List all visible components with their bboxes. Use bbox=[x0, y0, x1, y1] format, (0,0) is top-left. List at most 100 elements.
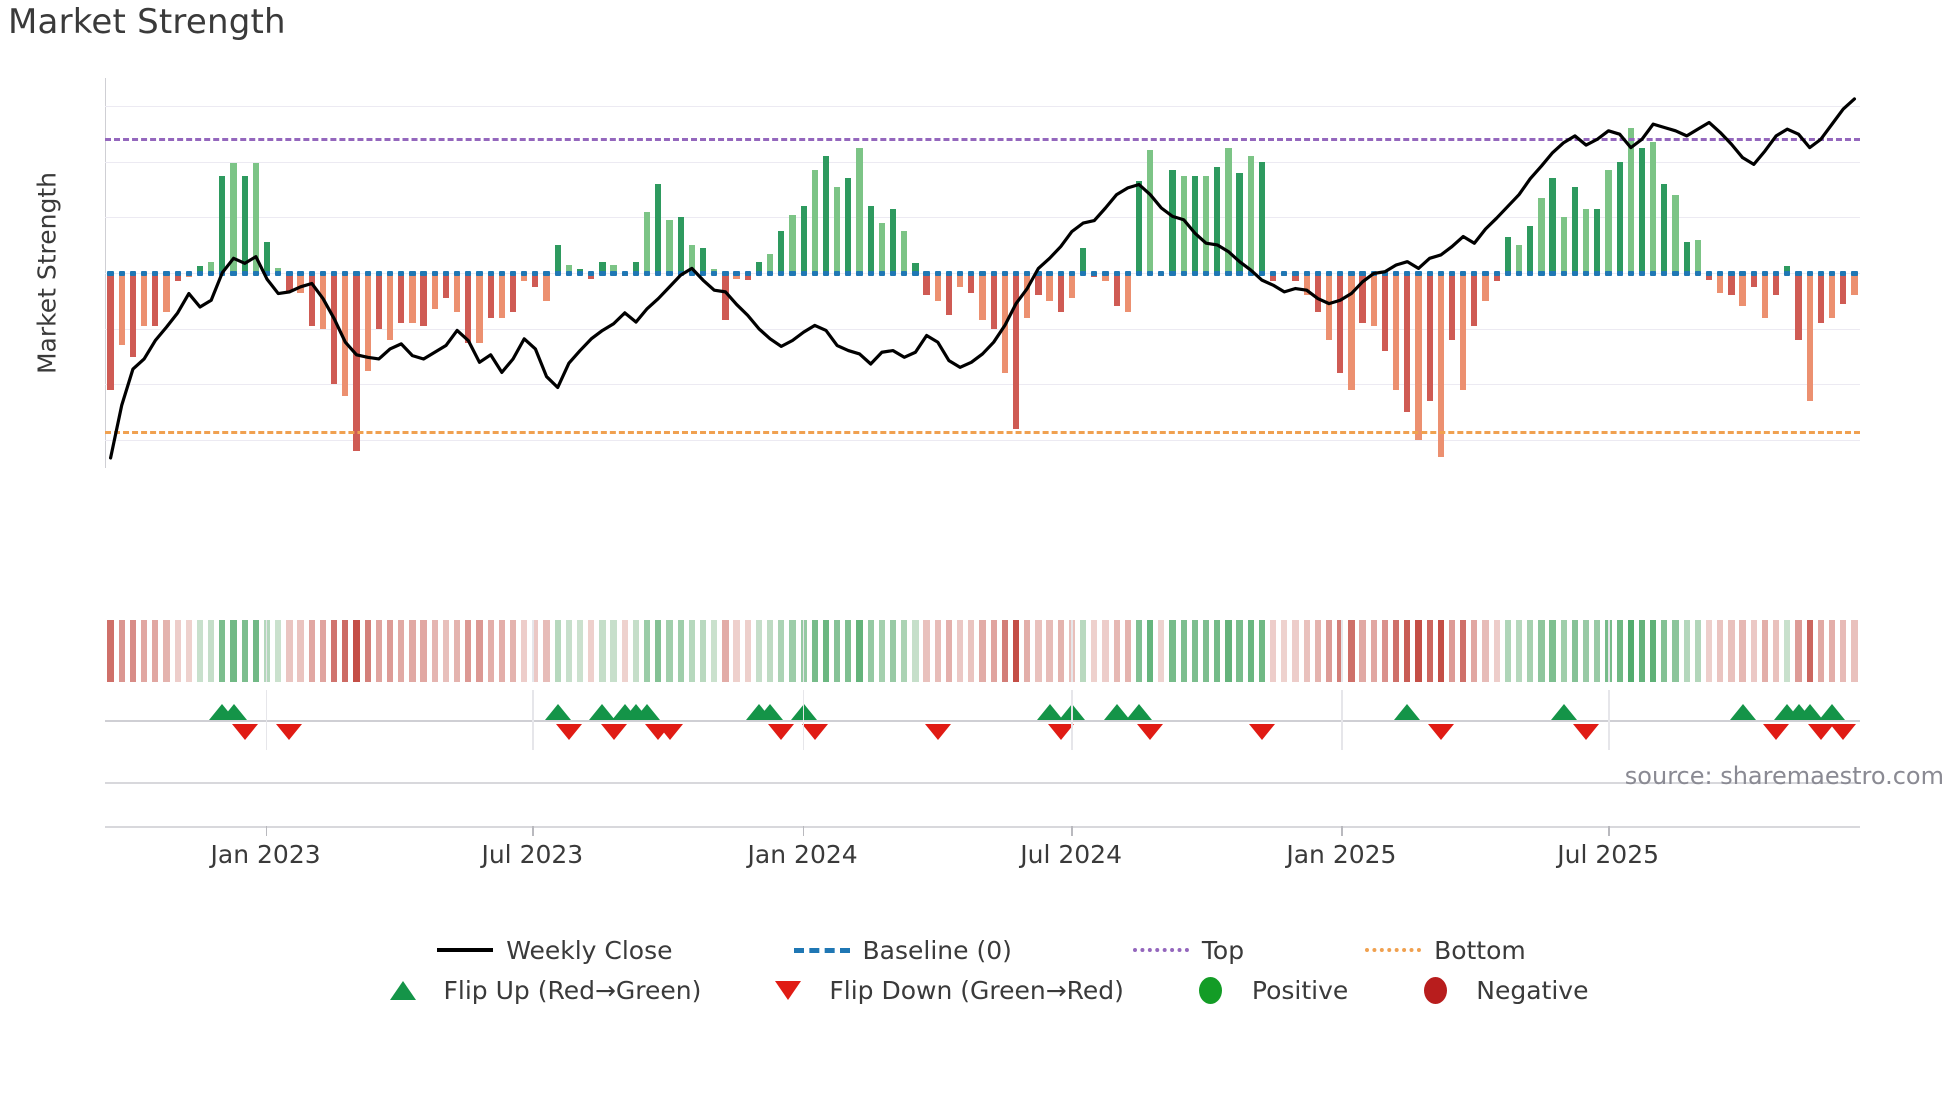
bar bbox=[1471, 273, 1478, 326]
baseline-segment bbox=[1147, 270, 1154, 276]
bar bbox=[1828, 273, 1836, 318]
bar bbox=[979, 273, 986, 321]
heatmap-cell bbox=[1549, 620, 1556, 682]
baseline-segment bbox=[1784, 270, 1791, 276]
bar bbox=[453, 273, 461, 312]
bar bbox=[1426, 273, 1433, 402]
baseline-segment bbox=[1840, 270, 1847, 276]
baseline-segment bbox=[1728, 270, 1735, 276]
heatmap-cell bbox=[129, 620, 137, 682]
baseline-segment bbox=[353, 270, 360, 276]
bar bbox=[1392, 273, 1400, 390]
bar bbox=[811, 169, 818, 273]
baseline-segment bbox=[1717, 270, 1724, 276]
baseline-segment bbox=[901, 270, 908, 276]
baseline-segment bbox=[789, 270, 796, 276]
bar bbox=[901, 231, 908, 273]
flip-down-marker bbox=[1137, 724, 1164, 740]
legend-item-flip-down[interactable]: Flip Down (Green→Red) bbox=[757, 976, 1124, 1005]
baseline-segment bbox=[297, 270, 304, 276]
heatmap-cell bbox=[465, 620, 472, 682]
bar bbox=[398, 273, 405, 324]
baseline-segment bbox=[811, 270, 818, 276]
x-tick bbox=[532, 826, 534, 836]
bar bbox=[1448, 273, 1456, 340]
baseline-segment bbox=[1493, 270, 1500, 276]
heatmap-cell bbox=[834, 620, 841, 682]
solid-line-icon bbox=[437, 948, 494, 952]
triangle-up-icon bbox=[389, 980, 416, 1000]
heatmap-cell bbox=[632, 620, 640, 682]
flip-up-marker bbox=[589, 704, 616, 720]
bar bbox=[241, 175, 248, 273]
baseline-segment bbox=[1001, 270, 1008, 276]
baseline-segment bbox=[140, 270, 148, 276]
heatmap-cell bbox=[576, 620, 584, 682]
heatmap-cell bbox=[375, 620, 382, 682]
heatmap-cell bbox=[1191, 620, 1198, 682]
baseline-segment bbox=[286, 270, 293, 276]
baseline-segment bbox=[185, 270, 192, 276]
flip-up-marker bbox=[1125, 704, 1152, 720]
bar bbox=[1773, 273, 1780, 296]
heatmap-cell bbox=[1851, 620, 1858, 682]
heatmap-cell bbox=[1314, 620, 1321, 682]
heatmap-cell bbox=[1079, 620, 1087, 682]
heatmap-cell bbox=[241, 620, 248, 682]
baseline-segment bbox=[1471, 270, 1478, 276]
legend-label: Bottom bbox=[1434, 935, 1526, 965]
baseline-segment bbox=[174, 270, 181, 276]
bar bbox=[1292, 273, 1299, 282]
baseline-segment bbox=[934, 270, 941, 276]
baseline-segment bbox=[1460, 270, 1467, 276]
baseline-segment bbox=[319, 270, 327, 276]
flip-up-marker bbox=[1036, 704, 1063, 720]
baseline-segment bbox=[1605, 270, 1612, 276]
heatmap-cell bbox=[1761, 620, 1769, 682]
bar bbox=[509, 273, 517, 312]
bar bbox=[1527, 225, 1534, 273]
bar bbox=[1147, 150, 1154, 273]
heatmap-cell bbox=[185, 620, 192, 682]
heatmap-cell bbox=[1594, 620, 1601, 682]
x-tick-label: Jan 2023 bbox=[210, 840, 321, 869]
legend-item-negative[interactable]: Negative bbox=[1404, 976, 1588, 1005]
heatmap-cell bbox=[364, 620, 371, 682]
bar bbox=[1583, 208, 1590, 273]
heatmap-cell bbox=[163, 620, 170, 682]
baseline-segment bbox=[1270, 270, 1277, 276]
legend-item-bottom[interactable]: Bottom bbox=[1362, 936, 1526, 965]
flip-down-marker bbox=[276, 724, 303, 740]
heatmap-cell bbox=[912, 620, 919, 682]
legend-item-positive[interactable]: Positive bbox=[1180, 976, 1348, 1005]
bar bbox=[1538, 197, 1545, 273]
heatmap-cell bbox=[565, 620, 573, 682]
bar bbox=[1180, 175, 1187, 273]
heatmap-cell bbox=[766, 620, 774, 682]
baseline-segment bbox=[800, 270, 807, 276]
legend-item-weekly-close[interactable]: Weekly Close bbox=[434, 936, 673, 965]
bar bbox=[532, 273, 539, 287]
flip-up-marker bbox=[634, 704, 661, 720]
bar bbox=[442, 273, 450, 299]
heatmap-cell bbox=[1471, 620, 1478, 682]
heatmap-cell bbox=[1739, 620, 1746, 682]
legend-item-baseline[interactable]: Baseline (0) bbox=[791, 936, 1012, 965]
bar bbox=[252, 163, 260, 273]
heatmap-cell bbox=[409, 620, 416, 682]
heatmap-cell bbox=[1817, 620, 1824, 682]
bar bbox=[1817, 273, 1824, 324]
flip-up-marker bbox=[1394, 704, 1421, 720]
bar bbox=[565, 264, 573, 273]
bar bbox=[1717, 273, 1724, 293]
heatmap-cell bbox=[1828, 620, 1836, 682]
bar bbox=[800, 206, 807, 273]
bar bbox=[1515, 245, 1523, 273]
legend-item-top[interactable]: Top bbox=[1130, 936, 1244, 965]
bar bbox=[845, 178, 852, 273]
bar bbox=[554, 245, 561, 273]
heatmap-cell bbox=[1638, 620, 1646, 682]
legend-item-flip-up[interactable]: Flip Up (Red→Green) bbox=[372, 976, 701, 1005]
heatmap-cell bbox=[398, 620, 405, 682]
bar bbox=[1571, 186, 1579, 273]
